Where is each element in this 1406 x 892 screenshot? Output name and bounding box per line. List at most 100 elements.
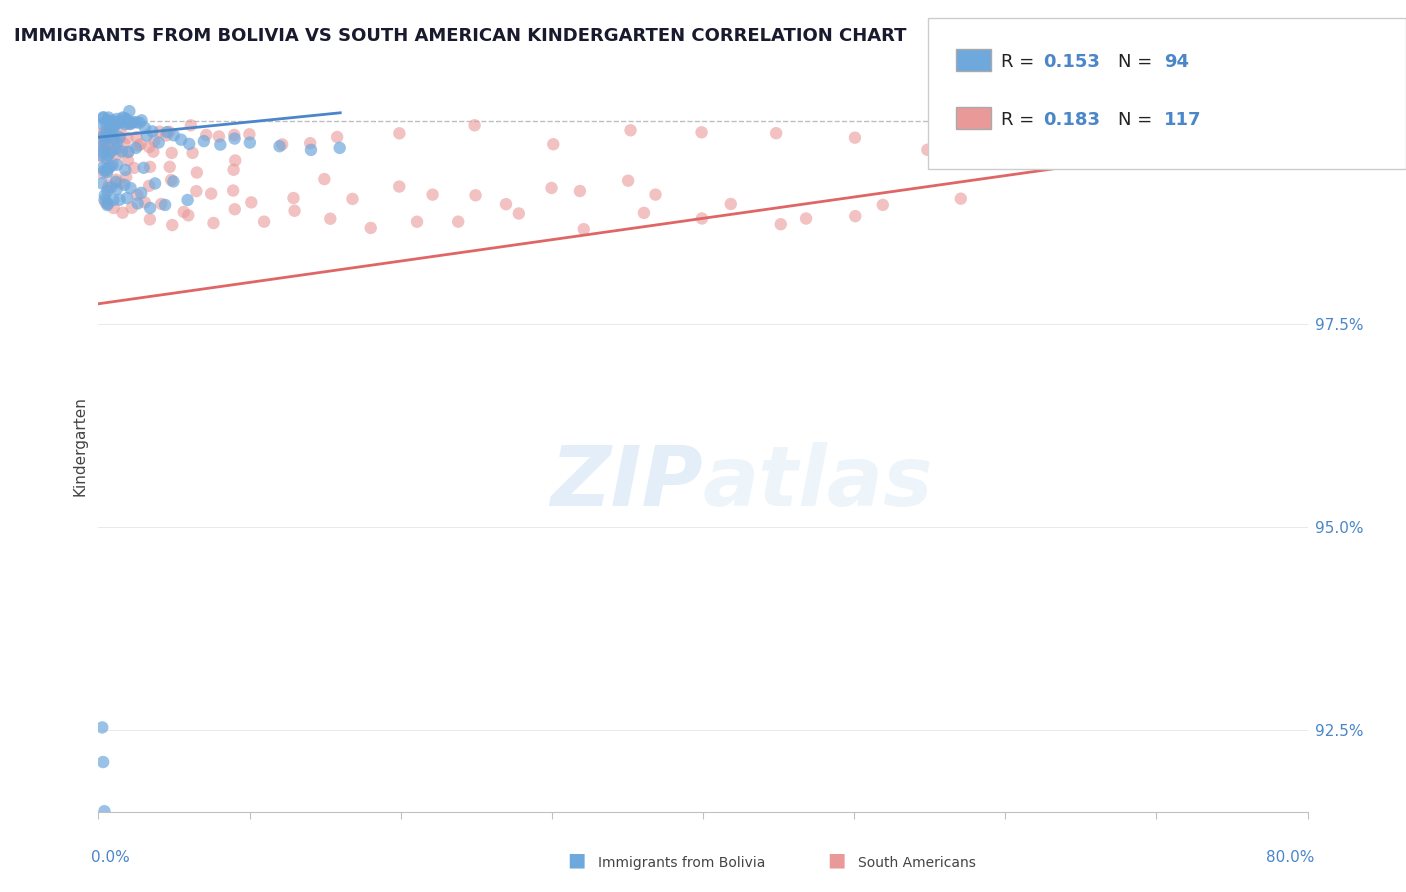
Text: R =: R = (1001, 53, 1040, 70)
Point (105, 112, 128, 126)
Point (91, 117, 114, 131)
Point (138, 178, 160, 193)
Point (209, 137, 232, 152)
Point (114, 178, 136, 192)
Text: South Americans: South Americans (858, 855, 976, 870)
Point (872, 198, 894, 212)
Point (101, 113, 124, 128)
Point (193, 134, 215, 148)
Point (100, 121, 122, 136)
Point (132, 161, 155, 175)
Point (195, 128, 218, 142)
Point (644, 187, 666, 202)
Point (155, 128, 177, 143)
Point (170, 133, 193, 147)
Point (105, 182, 128, 196)
Point (115, 112, 138, 127)
Point (495, 197, 517, 211)
Point (314, 172, 336, 186)
Point (118, 116, 141, 130)
Point (464, 188, 486, 202)
Point (543, 137, 565, 152)
Point (96, 125, 118, 139)
Point (142, 145, 165, 159)
Point (115, 191, 138, 205)
Point (91, 161, 114, 175)
Point (101, 133, 124, 147)
Point (118, 117, 141, 131)
Point (97, 161, 120, 175)
Point (422, 187, 444, 202)
Point (108, 130, 131, 145)
Point (108, 115, 131, 129)
Point (115, 169, 138, 184)
Text: ■: ■ (567, 851, 586, 870)
Point (1069, 118, 1091, 132)
Point (111, 111, 134, 125)
Point (794, 211, 817, 226)
Point (269, 139, 291, 153)
Point (125, 130, 148, 145)
Point (129, 137, 152, 152)
Point (100, 180, 122, 194)
Point (120, 181, 142, 195)
Point (125, 115, 148, 129)
Point (125, 141, 148, 155)
Point (100, 120, 122, 134)
Point (202, 216, 225, 230)
Point (96, 165, 118, 179)
Point (128, 116, 150, 130)
Point (91, 126, 114, 140)
Point (135, 128, 157, 143)
Text: 94: 94 (1164, 53, 1189, 70)
Point (162, 174, 184, 188)
Point (100, 142, 122, 156)
Point (94, 125, 117, 139)
Point (101, 157, 124, 171)
Point (994, 128, 1017, 142)
Point (148, 125, 170, 139)
Point (93, 135, 115, 149)
Point (253, 214, 276, 228)
Point (93, 111, 115, 125)
Point (120, 117, 142, 131)
Point (97, 197, 120, 211)
Point (111, 115, 134, 129)
Text: Source: ZipAtlas.com: Source: ZipAtlas.com (1258, 27, 1392, 40)
Point (103, 201, 125, 215)
Point (406, 215, 429, 229)
Point (844, 209, 866, 223)
Point (1265, 135, 1288, 149)
Point (134, 120, 156, 135)
Point (122, 161, 145, 175)
Point (97, 113, 120, 128)
Point (103, 121, 125, 136)
Point (97, 181, 120, 195)
Point (138, 140, 160, 154)
Point (617, 174, 640, 188)
Text: 80.0%: 80.0% (1267, 850, 1315, 865)
Point (100, 124, 122, 138)
Point (108, 114, 131, 128)
Point (91, 145, 114, 159)
Point (96, 162, 118, 177)
Point (139, 212, 162, 227)
Point (97, 111, 120, 125)
Point (143, 134, 166, 148)
Point (148, 136, 170, 150)
Point (98, 128, 121, 143)
Point (112, 136, 135, 151)
Point (94, 195, 117, 210)
Point (93, 128, 115, 143)
Point (93, 163, 115, 178)
Point (93, 804, 115, 818)
Point (283, 191, 305, 205)
Point (129, 186, 152, 200)
Point (720, 197, 742, 211)
Point (121, 201, 143, 215)
Point (342, 192, 364, 206)
Point (139, 160, 162, 174)
Point (104, 118, 127, 132)
Point (159, 160, 181, 174)
Text: 0.0%: 0.0% (91, 850, 131, 865)
